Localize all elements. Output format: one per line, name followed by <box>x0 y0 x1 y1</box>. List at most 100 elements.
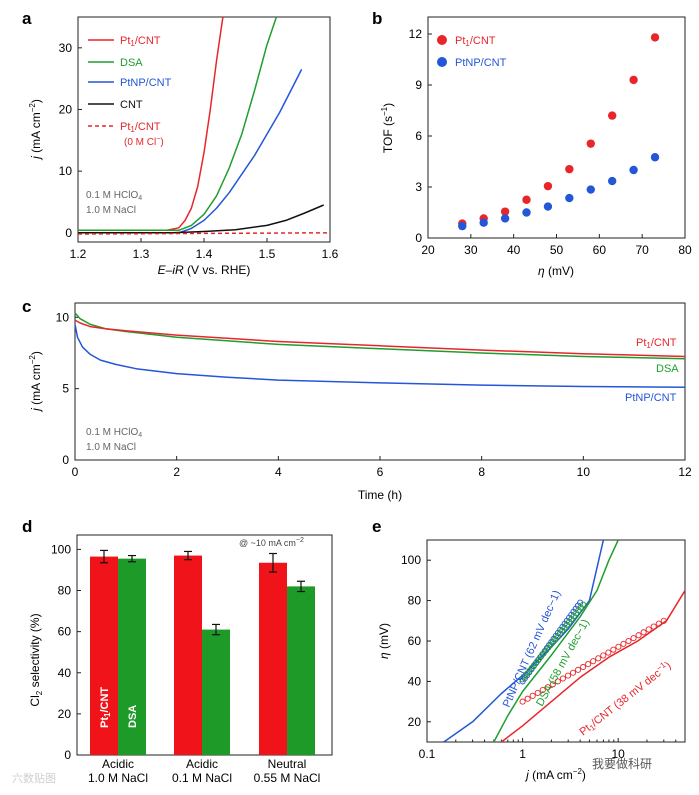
point-ptnp-cnt <box>500 214 510 223</box>
x-tick-label: 1.4 <box>196 247 213 261</box>
point-ptnp-cnt <box>565 193 574 203</box>
point-pt1-cnt <box>650 33 660 42</box>
category-label: 0.1 M NaCl <box>172 771 232 785</box>
fit-point-pt1-cnt <box>650 623 657 630</box>
y-tick-label: 40 <box>408 674 422 688</box>
legend-label-pt1: Pt1/CNT <box>120 35 161 48</box>
y-tick-label: 20 <box>408 715 422 729</box>
x-tick-label: 0 <box>72 465 79 479</box>
fit-point-pt1-cnt <box>539 687 546 694</box>
panel-a-cond-2: 1.0 M NaCl <box>86 205 136 216</box>
panel-a-legend: Pt1/CNT DSA PtNP/CNT CNT Pt1/CNT (0 M Cl… <box>88 35 172 148</box>
y-tick-label: 6 <box>415 129 422 143</box>
point-pt1-cnt <box>543 181 553 191</box>
panel-e-curves <box>443 540 685 742</box>
y-tick-label: 0 <box>65 226 72 240</box>
bar-dsa <box>118 558 146 755</box>
panel-a-cond-1: 0.1 M HClO4 <box>86 190 142 202</box>
point-pt1-cnt <box>565 164 574 174</box>
category-label: 0.55 M NaCl <box>254 771 321 785</box>
panel-c-cond-1: 0.1 M HClO4 <box>86 427 142 439</box>
y-tick-label: 0 <box>62 453 69 467</box>
point-ptnp-cnt <box>522 208 531 217</box>
series-pt1-cnt-0cl <box>77 232 331 235</box>
x-tick-label: 70 <box>635 243 649 257</box>
x-tick-label: 1 <box>519 747 526 761</box>
panel-b-ticks: 20 30 40 50 60 70 80 0 3 6 9 12 <box>409 27 692 257</box>
y-tick-label: 80 <box>408 594 422 608</box>
fit-point-pt1-cnt <box>519 698 526 705</box>
y-tick-label: 80 <box>58 584 72 598</box>
x-tick-label: 20 <box>421 243 435 257</box>
fit-point-pt1-cnt <box>645 626 652 633</box>
point-ptnp-cnt <box>650 153 660 162</box>
panel-c-series <box>74 312 686 388</box>
fit-point-pt1-cnt <box>564 672 572 679</box>
panel-a-xlabel: E–iR (V vs. RHE) <box>158 263 251 277</box>
series-c-dsa <box>74 312 686 360</box>
fit-point-pt1-cnt <box>625 637 632 645</box>
fit-point-pt1-cnt <box>580 663 587 671</box>
panel-c: 0 2 4 6 8 10 12 0 5 10 Pt1/CNT DSA PtNP/CNT 0.1 M… <box>28 302 692 502</box>
legend-label-ptnp: PtNP/CNT <box>120 77 172 89</box>
panel-label-e: e <box>372 517 381 536</box>
y-tick-label: 60 <box>408 634 422 648</box>
series-cnt <box>78 204 324 234</box>
fit-point-pt1-cnt <box>640 629 647 636</box>
series-pt1-cnt <box>78 16 224 232</box>
point-ptnp-cnt <box>543 202 553 211</box>
y-tick-label: 0 <box>64 748 71 762</box>
x-tick-label: 60 <box>593 243 607 257</box>
legend-label-b-ptnp: PtNP/CNT <box>455 57 507 69</box>
point-pt1-cnt <box>629 75 638 85</box>
panel-b-legend: Pt1/CNT PtNP/CNT <box>437 35 507 69</box>
y-tick-label: 0 <box>415 231 422 245</box>
panel-e-ticks: 0.1 1 10 20 40 60 80 100 <box>401 553 677 761</box>
panel-label-a: a <box>22 9 32 28</box>
bar-label-pt1: Pt1/CNT <box>99 687 112 728</box>
bar-dsa <box>287 586 315 755</box>
fit-point-pt1-cnt <box>615 643 622 650</box>
panel-e-ylabel: η (mV) <box>377 623 391 659</box>
bar-pt1-cnt <box>90 556 118 755</box>
series-dsa <box>78 16 278 232</box>
panel-c-label-dsa: DSA <box>656 363 679 375</box>
x-tick-label: 0.1 <box>419 747 436 761</box>
point-pt1-cnt <box>607 111 617 120</box>
fit-point-pt1-cnt <box>655 620 662 627</box>
panel-b: 20 30 40 50 60 70 80 0 3 6 9 12 Pt1/CNT PtNP/CNT η … <box>380 16 692 278</box>
x-tick-label: 1.6 <box>322 247 339 261</box>
category-label: Acidic <box>102 757 134 771</box>
panel-c-label-ptnp: PtNP/CNT <box>625 392 677 404</box>
panel-label-b: b <box>372 9 382 28</box>
fit-point-pt1-cnt <box>610 646 617 653</box>
bar-pt1-cnt <box>259 562 287 755</box>
y-tick-label: 12 <box>409 27 423 41</box>
x-tick-label: 80 <box>678 243 692 257</box>
panel-b-frame <box>427 16 686 239</box>
x-tick-label: 12 <box>678 465 692 479</box>
fit-point-pt1-cnt <box>635 632 642 639</box>
fit-point-pt1-cnt <box>585 661 592 668</box>
panel-d-ylabel: Cl2 selectivity (%) <box>28 613 44 706</box>
panel-label-d: d <box>22 517 32 536</box>
y-tick-label: 3 <box>415 180 422 194</box>
legend-label-pt1-0cl-sub: (0 M Cl−) <box>124 136 164 148</box>
legend-label-pt1-0cl: Pt1/CNT <box>120 121 161 134</box>
point-ptnp-cnt <box>629 165 638 175</box>
x-tick-label: 8 <box>478 465 485 479</box>
x-tick-label: 50 <box>550 243 564 257</box>
point-ptnp-cnt <box>586 185 595 194</box>
bar-pt1-cnt <box>174 555 202 755</box>
panel-e-frame <box>426 539 686 743</box>
x-tick-label: 40 <box>507 243 521 257</box>
fit-point-pt1-cnt <box>549 681 556 688</box>
bar-label-dsa: DSA <box>127 705 139 728</box>
fit-point-pt1-cnt <box>569 669 577 676</box>
panel-c-ylabel: j (mA cm−2) <box>28 351 43 413</box>
series-e-dsa <box>493 540 619 742</box>
legend-marker-ptnp <box>437 57 447 67</box>
y-tick-label: 100 <box>401 553 421 567</box>
